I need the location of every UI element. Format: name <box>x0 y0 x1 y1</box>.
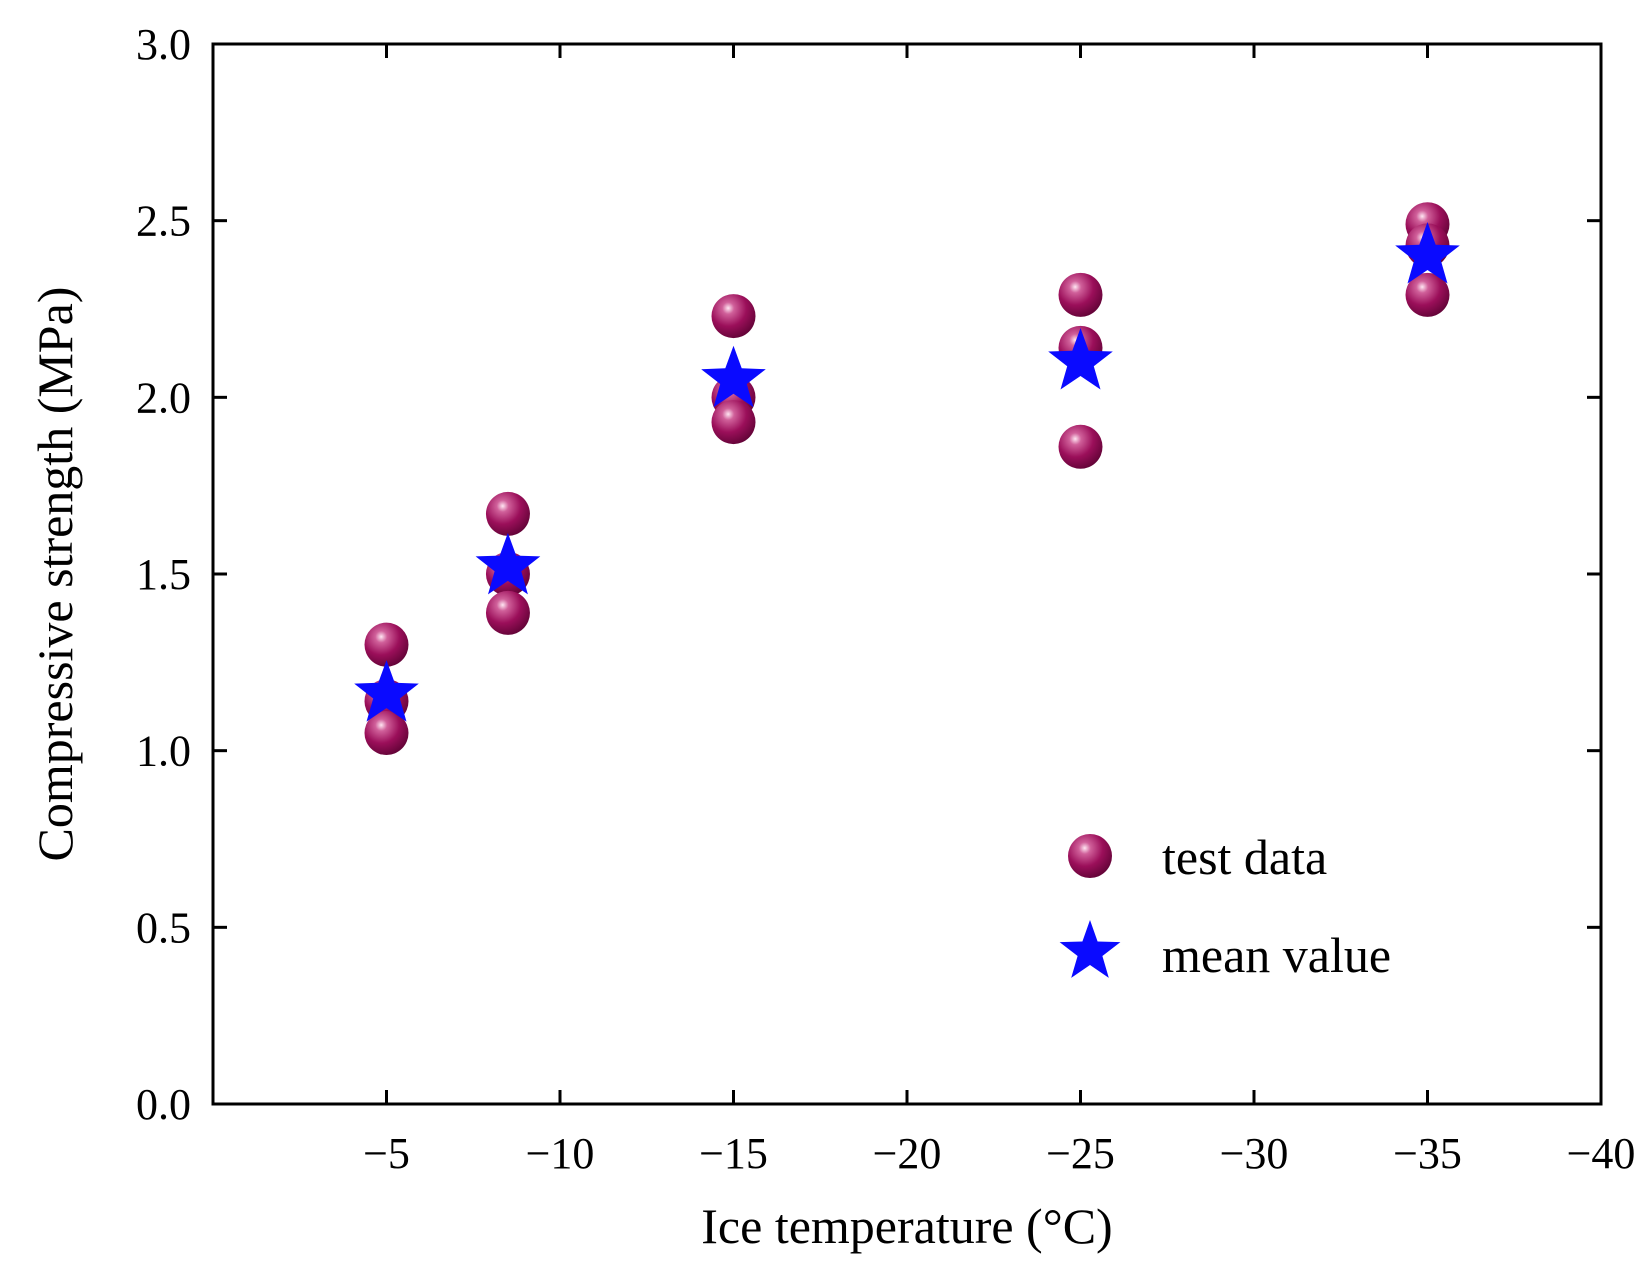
x-tick-label: −5 <box>363 1129 410 1178</box>
y-tick-label: 0.5 <box>136 903 191 952</box>
test-data-point <box>711 294 756 339</box>
x-tick-label: −35 <box>1393 1129 1462 1178</box>
test-data-point <box>711 400 756 445</box>
y-tick-label: 1.0 <box>136 727 191 776</box>
legend-mean-value-marker <box>1059 920 1121 978</box>
legend: test data mean value <box>1059 829 1391 983</box>
x-tick-label: −25 <box>1046 1129 1115 1178</box>
mean-value-star <box>475 532 541 595</box>
data-points <box>354 202 1460 755</box>
test-data-point <box>1058 272 1103 317</box>
test-data-point <box>485 590 530 635</box>
test-data-point <box>485 491 530 536</box>
legend-test-data-marker <box>1068 834 1112 878</box>
y-axis-ticks: 0.0 0.5 1.0 1.5 2.0 2.5 3.0 <box>136 20 1601 1129</box>
x-axis-title: Ice temperature (°C) <box>701 1198 1112 1254</box>
test-data-point <box>1405 272 1450 317</box>
legend-test-data-label: test data <box>1162 829 1327 885</box>
legend-mean-value-label: mean value <box>1162 927 1391 983</box>
x-tick-label: −30 <box>1220 1129 1289 1178</box>
plot-frame <box>211 42 1603 1106</box>
y-tick-label: 2.0 <box>136 373 191 422</box>
test-data-point <box>364 711 409 755</box>
test-data-point <box>1058 424 1103 469</box>
y-axis-title: Compressive strength (MPa) <box>27 287 83 862</box>
y-tick-label: 1.5 <box>136 550 191 599</box>
x-tick-label: −20 <box>873 1129 942 1178</box>
mean-value-star <box>354 660 419 722</box>
mean-value-star <box>701 345 766 408</box>
mean-value-star <box>1395 222 1460 284</box>
x-axis-ticks: −5 −10 −15 −20 −25 −30 −35 −40 <box>363 44 1635 1178</box>
y-tick-label: 0.0 <box>136 1080 191 1129</box>
test-data-point <box>364 622 409 667</box>
x-tick-label: −10 <box>526 1129 595 1178</box>
x-tick-label: −15 <box>699 1129 768 1178</box>
y-tick-label: 3.0 <box>136 20 191 69</box>
y-tick-label: 2.5 <box>136 197 191 246</box>
mean-value-star <box>1048 328 1113 390</box>
x-tick-label: −40 <box>1567 1129 1636 1178</box>
